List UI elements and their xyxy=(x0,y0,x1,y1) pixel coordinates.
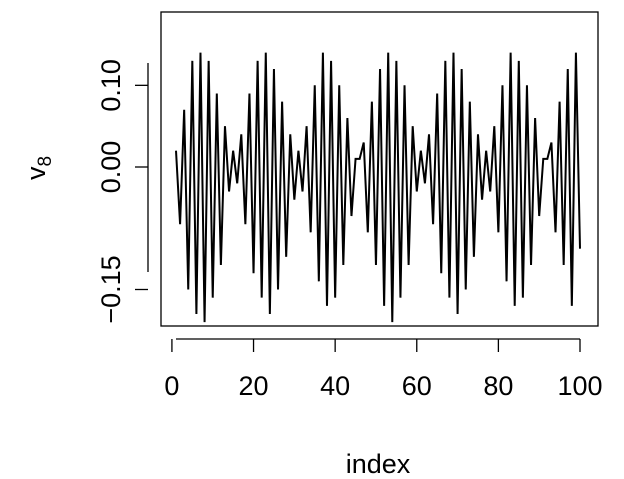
x-tick-label: 60 xyxy=(402,371,432,401)
y-axis-ticks: −0.15 0.00 0.10 xyxy=(96,59,148,324)
y-axis-label: v8 xyxy=(21,156,56,180)
x-tick-label: 20 xyxy=(239,371,269,401)
y-tick-label: 0.00 xyxy=(96,141,126,194)
x-tick-label: 100 xyxy=(557,371,602,401)
y-axis-label-main: v xyxy=(21,166,51,180)
x-tick-label: 40 xyxy=(320,371,350,401)
x-tick-label: 0 xyxy=(164,371,179,401)
y-axis-label-subscript: 8 xyxy=(35,156,56,167)
x-axis-label: index xyxy=(346,449,411,479)
plot-area-frame xyxy=(160,11,599,327)
v8-series-line xyxy=(175,52,581,323)
x-axis-ticks: 0 20 40 60 80 100 xyxy=(164,339,603,401)
y-tick-label: 0.10 xyxy=(96,59,126,112)
y-tick-label: −0.15 xyxy=(96,255,126,323)
x-tick-label: 80 xyxy=(483,371,513,401)
